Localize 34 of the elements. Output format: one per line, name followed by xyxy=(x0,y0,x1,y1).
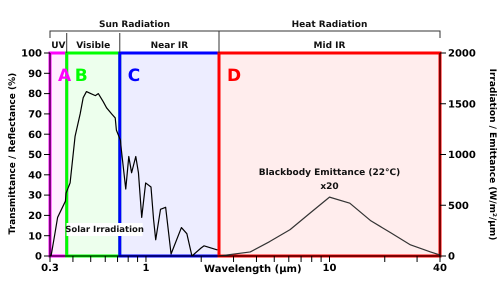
text: Mid IR xyxy=(314,41,346,51)
y2-tick-label: 2000 xyxy=(448,48,476,60)
band-label: B xyxy=(74,66,88,86)
y-tick-label: 70 xyxy=(28,109,42,120)
y-tick-label: 40 xyxy=(28,170,42,182)
y2-tick-label: 1500 xyxy=(448,99,476,110)
band-label: C xyxy=(128,66,140,86)
x-axis-title: Wavelength (µm) xyxy=(204,264,302,275)
band-label: D xyxy=(227,66,242,86)
x-tick-label: 10 xyxy=(322,263,336,274)
y2-tick-label: 1000 xyxy=(448,150,476,162)
y2-tick-label: 0 xyxy=(448,252,455,263)
y-tick-label: 20 xyxy=(28,210,42,222)
text: Near IR xyxy=(150,41,188,51)
y-tick-label: 30 xyxy=(28,190,42,202)
x-tick-label: 40 xyxy=(433,263,447,274)
y2-tick-label: 500 xyxy=(448,200,469,212)
x-tick-label: 1 xyxy=(142,263,150,274)
annotation: Blackbody Emittance (22°C) xyxy=(258,168,400,178)
y-tick-label: 0 xyxy=(35,252,42,263)
y-tick-label: 10 xyxy=(28,231,42,242)
y2-axis-title: Irradiation / Emittance (W/m²/µm) xyxy=(486,68,497,240)
annotation: x20 xyxy=(320,182,339,192)
y-tick-label: 60 xyxy=(28,130,42,141)
y-tick-label: 50 xyxy=(28,150,42,162)
y-tick-label: 100 xyxy=(21,48,42,60)
text: UV xyxy=(51,41,66,51)
text: Visible xyxy=(76,41,110,51)
x-tick-label: 0.3 xyxy=(41,263,59,274)
text: Sun Radiation xyxy=(98,20,170,30)
y-tick-label: 80 xyxy=(28,89,42,100)
y-tick-label: 90 xyxy=(28,68,42,80)
y-axis-title: Transmittance / Reflectance (%) xyxy=(8,72,18,234)
text: Heat Radiation xyxy=(292,20,368,30)
